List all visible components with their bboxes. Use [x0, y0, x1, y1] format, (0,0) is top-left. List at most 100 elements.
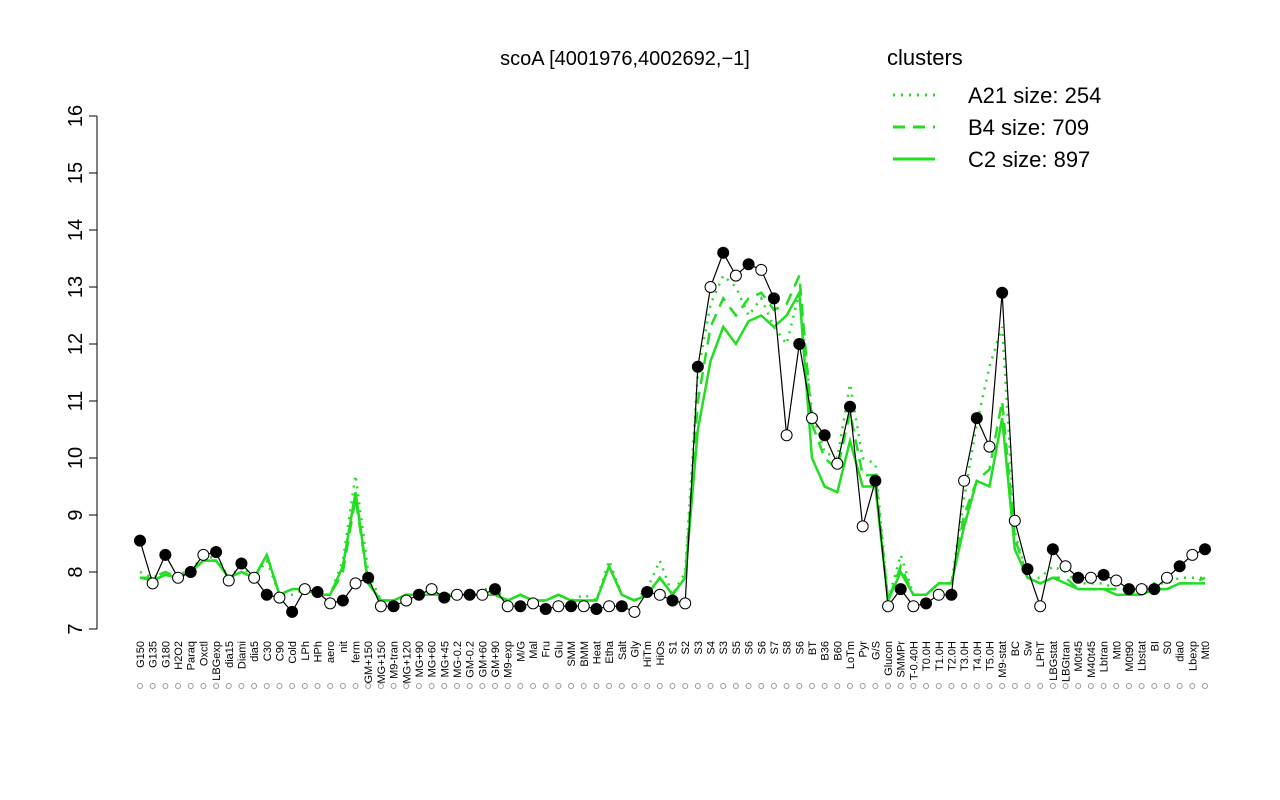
x-tick-label: SMM: [566, 641, 578, 667]
x-tick-label: C90: [274, 641, 286, 661]
data-point: [666, 594, 679, 607]
data-point: [260, 588, 273, 601]
x-tick-label: Oxctl: [198, 641, 210, 666]
x-tick-label: BI: [1149, 641, 1161, 651]
data-point: [172, 571, 185, 584]
x-tick-label: MG+45: [439, 641, 451, 677]
data-point: [603, 600, 616, 613]
x-tick-label: M/G: [515, 641, 527, 662]
rug-mark: [1151, 683, 1158, 689]
data-point: [1008, 514, 1021, 527]
rug-mark: [732, 683, 739, 689]
rug-mark: [796, 683, 803, 689]
cluster-line: [139, 273, 1205, 603]
x-tick-label: SMMPr: [896, 641, 908, 678]
x-tick-label: BC: [1010, 641, 1022, 656]
x-tick-label: Glucon: [883, 641, 895, 676]
x-tick-label: LBGtran: [1061, 641, 1073, 682]
data-point: [856, 520, 869, 533]
rug-mark: [1138, 683, 1145, 689]
rug-mark: [175, 683, 182, 689]
x-tick-label: MG-0.2: [452, 641, 464, 678]
rug-mark: [1113, 683, 1120, 689]
data-point: [552, 600, 565, 613]
data-point: [311, 585, 324, 598]
x-tick-label: T1.0H: [934, 641, 946, 671]
data-point: [1135, 583, 1148, 596]
data-point: [184, 566, 197, 578]
x-tick-label: LBGexp: [211, 641, 223, 681]
data-point: [501, 600, 514, 613]
data-point: [704, 281, 717, 293]
rug-mark: [770, 683, 777, 689]
data-point: [336, 594, 349, 607]
rug-mark: [137, 683, 143, 689]
data-point: [1097, 568, 1110, 581]
data-point: [349, 577, 362, 590]
data-point: [476, 588, 489, 601]
x-tick-label: S4: [706, 641, 718, 654]
rug-mark: [542, 683, 549, 689]
x-tick-label: G150: [135, 641, 147, 668]
data-point: [996, 286, 1009, 299]
x-tick-label: M0t90: [1124, 641, 1136, 672]
rug-mark: [808, 683, 815, 689]
cluster-line: [140, 275, 1206, 602]
rug-mark: [314, 683, 321, 689]
rug-mark: [504, 683, 511, 689]
x-tick-label: S7: [769, 641, 781, 654]
data-point: [1084, 571, 1097, 584]
data-point: [450, 588, 463, 601]
rug-mark: [466, 683, 473, 689]
data-point: [1148, 583, 1161, 596]
x-tick-label: Lbexp: [1187, 641, 1199, 671]
rug-mark: [872, 683, 879, 689]
profile-line: [139, 251, 1206, 613]
data-point: [286, 605, 299, 618]
rug-mark: [682, 683, 689, 689]
rug-mark: [694, 683, 701, 689]
rug-mark: [631, 683, 638, 689]
data-point: [565, 600, 578, 613]
data-point: [844, 400, 856, 413]
data-point: [248, 571, 261, 584]
x-tick-label: dia15: [224, 641, 236, 668]
rug-mark: [1011, 683, 1018, 689]
data-point: [1034, 600, 1047, 613]
x-tick-label: BT: [807, 641, 819, 655]
rug-mark: [1037, 683, 1044, 689]
data-point: [894, 583, 907, 596]
rug-mark: [251, 683, 258, 689]
x-tick-label: LBGstat: [1048, 641, 1060, 681]
x-tick-label: Lbtran: [1099, 641, 1111, 672]
rug-mark: [1176, 683, 1183, 689]
data-point: [691, 360, 704, 373]
x-tick-label: Mal: [528, 641, 540, 659]
rug-mark: [859, 683, 866, 689]
rug-mark: [606, 683, 613, 689]
data-point: [1160, 571, 1173, 584]
data-point: [932, 588, 945, 601]
rug-mark: [973, 683, 980, 689]
rug-mark: [149, 683, 156, 689]
y-tick-label: 12: [65, 333, 87, 355]
data-point: [742, 258, 755, 271]
x-tick-label: Mt0: [1200, 641, 1212, 659]
rug-mark: [339, 683, 346, 689]
data-point: [767, 292, 780, 305]
rug-mark: [1075, 683, 1082, 689]
data-point: [273, 591, 286, 604]
x-tick-label: MG+120: [401, 641, 413, 684]
data-point: [590, 603, 603, 616]
data-point: [1046, 543, 1059, 556]
x-tick-label: S0: [1162, 641, 1174, 654]
data-point: [818, 429, 831, 442]
x-tick-label: S1: [668, 641, 680, 654]
rug-mark: [530, 683, 537, 689]
data-point: [780, 429, 793, 442]
rug-mark: [910, 683, 917, 689]
x-tick-label: M9-stat: [997, 641, 1009, 678]
rug-mark: [885, 683, 892, 689]
data-point: [729, 269, 742, 282]
data-point: [882, 600, 895, 613]
